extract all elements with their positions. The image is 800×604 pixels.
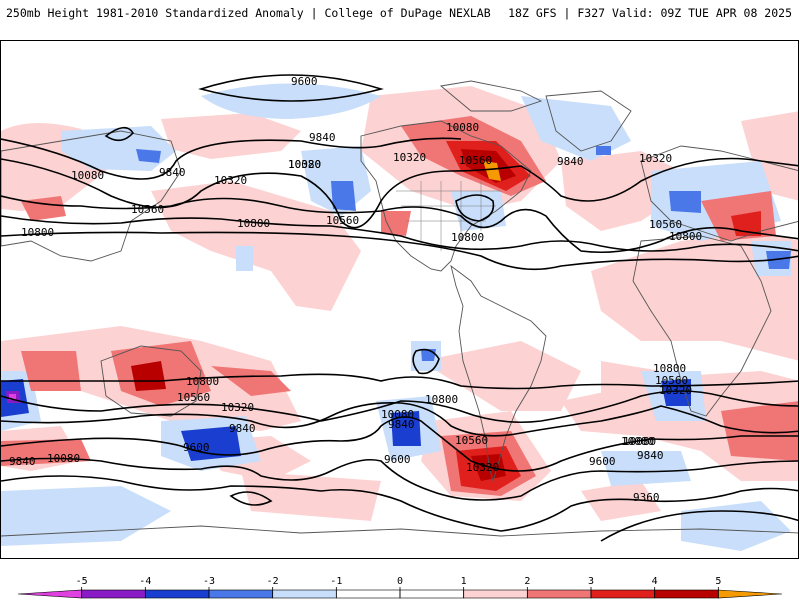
colorbar-swatch: [527, 589, 592, 599]
colorbar-swatch: [336, 589, 401, 599]
colorbar-ticks: -5 -4 -3 -2 -1 0 1 2 3 4 5: [76, 576, 721, 598]
contour-label: 10800: [186, 375, 219, 388]
colorbar-swatch: [145, 589, 210, 599]
colorbar-tick-label: -1: [330, 576, 342, 587]
colorbar-swatch: [463, 589, 528, 599]
contour-label: 9600: [291, 75, 318, 88]
contour-label: 10320: [639, 152, 672, 165]
contour-label: 10320: [393, 151, 426, 164]
colorbar-tick-label: 1: [461, 576, 467, 587]
contour-label: 10560: [655, 374, 688, 387]
contour-label: 9840: [159, 166, 186, 179]
contour-label: 9840: [9, 455, 36, 468]
positive-anomaly-extreme: [483, 161, 501, 181]
colorbar-tick-label: -4: [139, 576, 151, 587]
contour-label: 10080: [47, 452, 80, 465]
contour-label: 9840: [388, 418, 415, 431]
contour-label: 9840: [557, 155, 584, 168]
negative-anomaly-strong: [1, 146, 791, 461]
contour-label: 10800: [669, 230, 702, 243]
colorbar-swatch: [272, 589, 337, 599]
contour-label: 10560: [131, 203, 164, 216]
contour-label: 10080: [381, 408, 414, 421]
colorbar-swatch: [208, 589, 273, 599]
colorbar-tick-label: 4: [652, 576, 658, 587]
model-run-info: 18Z GFS | F327 Valid: 09Z TUE APR 08 202…: [508, 6, 792, 20]
anomaly-map: 9600 9840 10320 10080 10800 10560 10800 …: [0, 40, 799, 559]
colorbar-swatch: [17, 589, 82, 599]
colorbar-tick-label: -3: [203, 576, 215, 587]
colorbar-swatch: [590, 589, 655, 599]
contour-label: 10320: [466, 461, 499, 474]
contour-label: 10800: [237, 217, 270, 230]
height-contours: [1, 74, 798, 542]
contour-label: 10080: [446, 121, 479, 134]
contour-label: 10320: [214, 174, 247, 187]
contour-label: 10080: [71, 169, 104, 182]
colorbar-swatch: [718, 589, 783, 599]
contour-label: 10080: [623, 435, 656, 448]
contour-labels: 9600 9840 10320 10080 10800 10560 10800 …: [9, 75, 702, 504]
colorbar-tick-label: 2: [524, 576, 530, 587]
contour-label: 9840: [229, 422, 256, 435]
contour-label: 9600: [589, 455, 616, 468]
contour-label: 9360: [633, 491, 660, 504]
colorbar-swatch: [81, 589, 146, 599]
contour-label: 9840: [637, 449, 664, 462]
contour-label: 10080: [288, 158, 321, 171]
colorbar-legend: -5 -4 -3 -2 -1 0 1 2 3 4 5: [0, 570, 800, 600]
contour-label: 10320: [221, 401, 254, 414]
contour-label: 10800: [21, 226, 54, 239]
colorbar-tick-label: -2: [267, 576, 279, 587]
contour-label: 10560: [455, 434, 488, 447]
contour-label: 9600: [183, 441, 210, 454]
world-map-icon: 9600 9840 10320 10080 10800 10560 10800 …: [1, 74, 798, 551]
contour-label: 9600: [384, 453, 411, 466]
chart-title: 250mb Height 1981-2010 Standardized Anom…: [6, 6, 491, 20]
colorbar-tick-label: -5: [76, 576, 88, 587]
colorbar-tick-label: 5: [715, 576, 721, 587]
contour-label: 10800: [653, 362, 686, 375]
contour-label: 10320: [659, 384, 692, 397]
contour-label: 10560: [326, 214, 359, 227]
contour-label: 10560: [459, 154, 492, 167]
contour-label: 10320: [288, 158, 321, 171]
contour-label: 9840: [309, 131, 336, 144]
colorbar-swatch: [399, 589, 464, 599]
contour-label: 10800: [425, 393, 458, 406]
colorbar-tick-label: 3: [588, 576, 594, 587]
contour-label: 10560: [177, 391, 210, 404]
contour-label: 10800: [451, 231, 484, 244]
colorbar-swatch: [654, 589, 719, 599]
colorbar-tick-label: 0: [397, 576, 403, 587]
contour-label: 10560: [649, 218, 682, 231]
contour-label: 10080: [621, 435, 654, 448]
